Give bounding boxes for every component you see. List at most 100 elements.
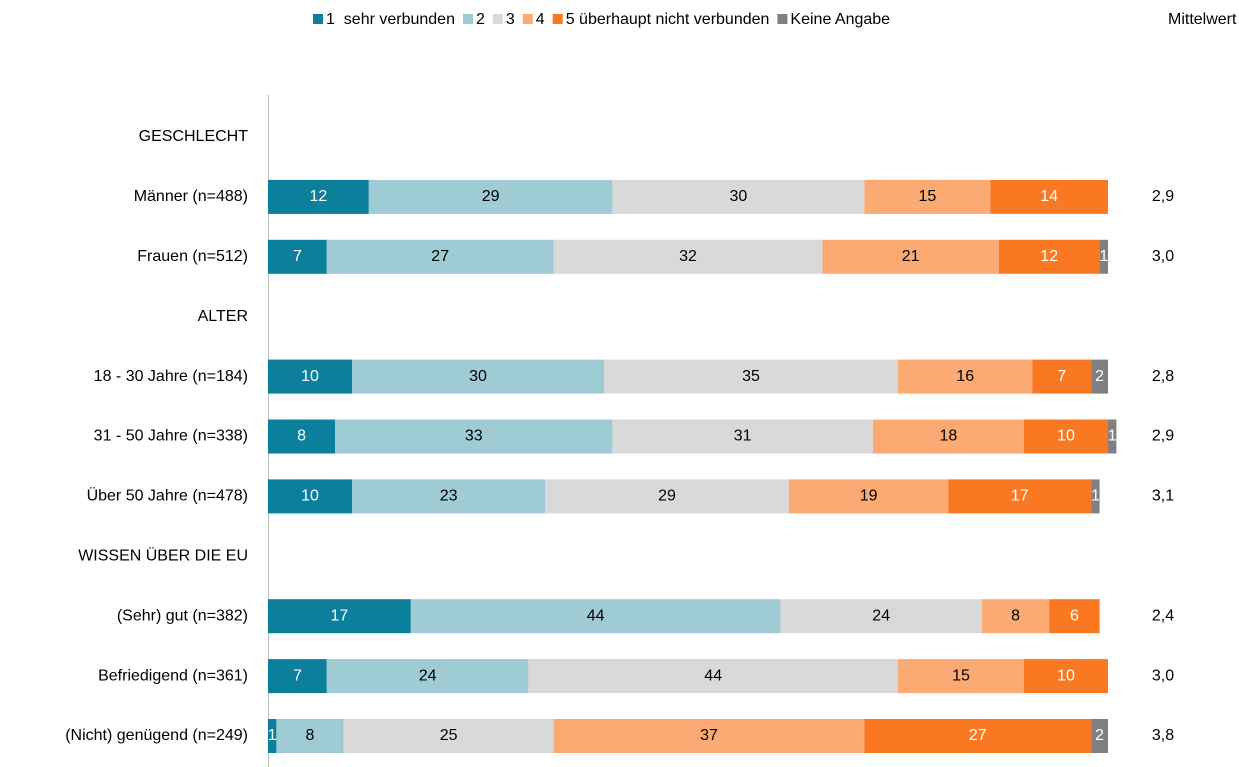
mean-label: 2,4 [1152,607,1174,624]
segment-label: 12 [310,188,328,205]
bar-segment [545,479,789,514]
segment-label: 8 [297,428,306,445]
bar-segment [268,599,411,634]
segment-label: 27 [969,727,987,744]
bar-segment [268,479,352,514]
legend-swatch [522,14,533,24]
segment-label: 18 [940,428,958,445]
legend-label: 1 sehr verbunden [326,11,455,28]
bar-segment [276,719,344,753]
bar-segment [948,479,1092,514]
segment-label: 1 [1108,428,1117,445]
bar-segment [1024,659,1108,694]
bar-segment [1049,599,1100,634]
legend-label: 4 [536,11,545,28]
mean-header: Mittelwert [1168,11,1237,28]
legend-label: 2 [476,11,485,28]
bar-segment [982,599,1050,634]
segment-label: 17 [1011,488,1029,505]
bar-segment [1032,359,1092,394]
segment-label: 7 [293,667,302,684]
category-label: WISSEN ÜBER DIE EU [78,547,248,565]
segment-label: 1 [1099,248,1108,265]
segment-label: 27 [431,248,449,265]
segment-label: 10 [1057,428,1075,445]
mean-label: 2,8 [1152,368,1174,385]
category-label: ALTER [198,308,248,325]
bar-segment [998,239,1100,274]
category-label: Frauen (n=512) [137,248,248,265]
category-label: Über 50 Jahre (n=478) [87,487,248,505]
bar-segment [1099,239,1108,274]
mean-label: 3,0 [1152,248,1174,265]
bar-segment [352,479,546,514]
segment-label: 33 [465,428,483,445]
bar-segment [268,239,327,274]
segment-label: 37 [700,727,718,744]
segment-label: 1 [268,727,277,744]
bar-segment [898,359,1033,394]
segment-label: 17 [331,607,349,624]
segment-label: 44 [587,607,605,624]
bar-segment [268,359,352,394]
mean-label: 2,9 [1152,188,1174,205]
category-label: 31 - 50 Jahre (n=338) [94,428,248,445]
bar-segment [268,659,327,694]
bar-segment [990,179,1108,214]
bar-segment [788,479,949,514]
segment-label: 7 [1057,368,1066,385]
segment-label: 19 [860,488,878,505]
category-label: (Sehr) gut (n=382) [117,607,248,624]
segment-label: 8 [306,727,315,744]
bar-segment [335,419,613,454]
bar-segment [528,659,898,694]
category-label: Befriedigend (n=361) [98,667,248,684]
legend-swatch [552,14,563,24]
segment-label: 32 [679,248,697,265]
legend-swatch [462,14,473,24]
bar-segment [864,179,991,214]
category-label: (Nicht) genügend (n=249) [65,727,248,744]
bar-segment [326,659,529,694]
bar-segment [872,419,1024,454]
segment-label: 23 [440,488,458,505]
segment-label: 21 [902,248,920,265]
bar-segment [1091,359,1108,394]
legend-swatch [492,14,503,24]
bar-segment [864,719,1092,753]
segment-label: 10 [1057,667,1075,684]
legend-label: 5 überhaupt nicht verbunden [566,11,770,28]
mean-label: 3,1 [1152,488,1174,505]
segment-label: 8 [1011,607,1020,624]
bar-segment [1091,479,1100,514]
segment-label: 2 [1095,727,1104,744]
segment-label: 44 [704,667,722,684]
segment-label: 1 [1091,488,1100,505]
segment-label: 24 [872,607,890,624]
legend-swatch [313,14,323,24]
segment-label: 15 [952,667,970,684]
segment-label: 30 [730,188,748,205]
bar-segment [368,179,613,214]
mean-label: 3,0 [1152,667,1174,684]
bar-segment [898,659,1024,694]
mean-label: 2,9 [1152,428,1174,445]
bar-segment [822,239,999,274]
category-label: GESCHLECHT [139,128,249,145]
segment-label: 2 [1095,368,1104,385]
bar-segment [553,239,823,274]
bar-segment [1108,419,1117,454]
bar-segment [612,419,873,454]
bar-segment [268,419,336,454]
bar-segment [268,179,369,214]
bar-segment [553,719,865,753]
segment-label: 29 [658,488,676,505]
segment-label: 16 [956,368,974,385]
bar-segment [604,359,898,394]
segment-label: 31 [734,428,752,445]
bar-segment [780,599,982,634]
legend-label: 3 [506,11,515,28]
bar-segment [1024,419,1108,454]
mean-label: 3,8 [1152,727,1174,744]
